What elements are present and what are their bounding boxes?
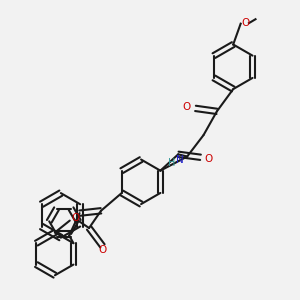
Text: H: H [168,158,175,168]
Text: O: O [183,102,191,112]
Text: O: O [98,245,106,255]
Text: N: N [176,155,184,165]
Text: O: O [242,18,250,28]
Text: O: O [204,154,212,164]
Text: O: O [71,213,79,223]
